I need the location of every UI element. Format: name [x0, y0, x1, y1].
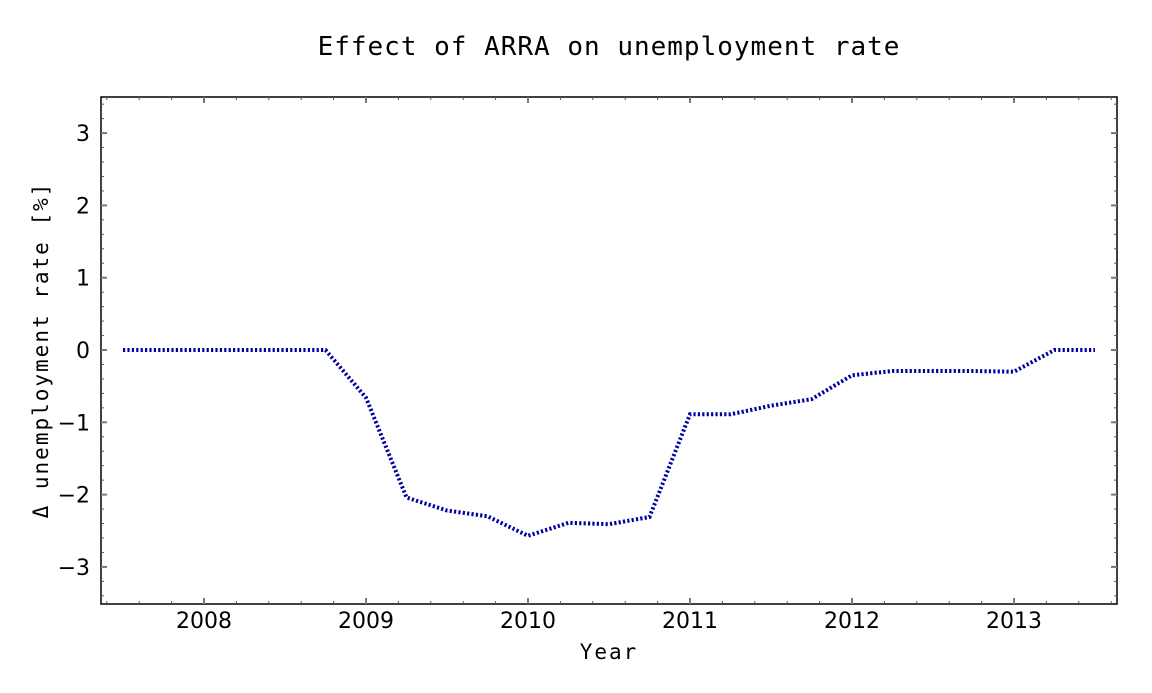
x-tick-label: 2013: [986, 609, 1042, 634]
minor-ticks: [101, 97, 1117, 604]
y-axis-label: Δ unemployment rate [%]: [29, 182, 53, 519]
x-tick-label: 2008: [176, 609, 232, 634]
y-tick-label: 3: [76, 122, 90, 147]
y-tick-label: 0: [76, 339, 90, 364]
y-tick-label: −1: [58, 411, 90, 436]
y-tick-label: −3: [58, 556, 90, 581]
x-axis-label: Year: [580, 640, 639, 664]
x-tick-label: 2012: [824, 609, 880, 634]
y-tick-label: 1: [76, 267, 90, 292]
x-tick-label: 2011: [662, 609, 718, 634]
chart-title: Effect of ARRA on unemployment rate: [318, 32, 901, 62]
y-axis-tick-labels: −3 −2 −1 0 1 2 3: [58, 122, 90, 581]
plot-frame: [100, 96, 1118, 605]
data-series-line: [123, 348, 1095, 538]
x-tick-label: 2009: [338, 609, 394, 634]
y-tick-label: −2: [58, 484, 90, 509]
x-axis-tick-labels: 2008 2009 2010 2011 2012 2013: [176, 609, 1042, 634]
major-ticks: [101, 97, 1117, 604]
x-tick-label: 2010: [500, 609, 556, 634]
y-tick-label: 2: [76, 194, 90, 219]
